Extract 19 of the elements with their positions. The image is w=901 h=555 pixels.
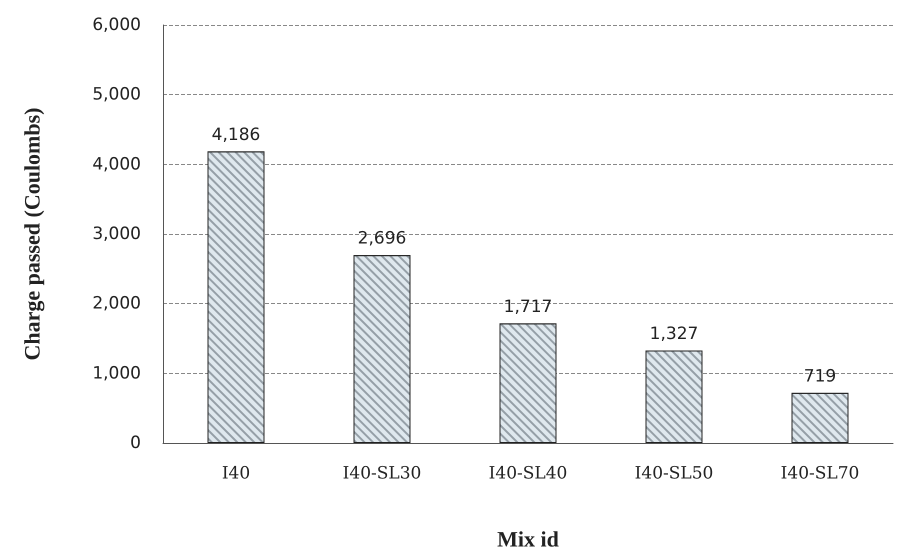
y-tick-label: 0 (130, 433, 141, 453)
x-tick-label: I40-SL30 (342, 464, 422, 484)
data-label: 2,696 (358, 228, 406, 249)
data-label: 4,186 (212, 124, 260, 145)
x-tick-label: I40-SL50 (634, 464, 714, 484)
y-tick-label: 2,000 (92, 294, 141, 314)
y-tick-label: 6,000 (92, 15, 141, 35)
y-tick-label: 5,000 (92, 84, 141, 105)
x-tick-label: I40 (222, 464, 250, 484)
x-tick-label: I40-SL40 (488, 464, 568, 484)
data-label: 1,717 (504, 296, 552, 317)
y-tick-label: 4,000 (92, 154, 141, 174)
y-axis-title: Charge passed (Coulombs) (20, 107, 44, 361)
y-tick-label: 1,000 (92, 363, 141, 384)
x-axis-title: Mix id (497, 526, 559, 552)
y-tick-label: 3,000 (92, 224, 141, 244)
x-tick-label: I40-SL70 (780, 464, 860, 484)
data-label: 1,327 (650, 324, 698, 344)
data-label: 719 (804, 366, 836, 386)
